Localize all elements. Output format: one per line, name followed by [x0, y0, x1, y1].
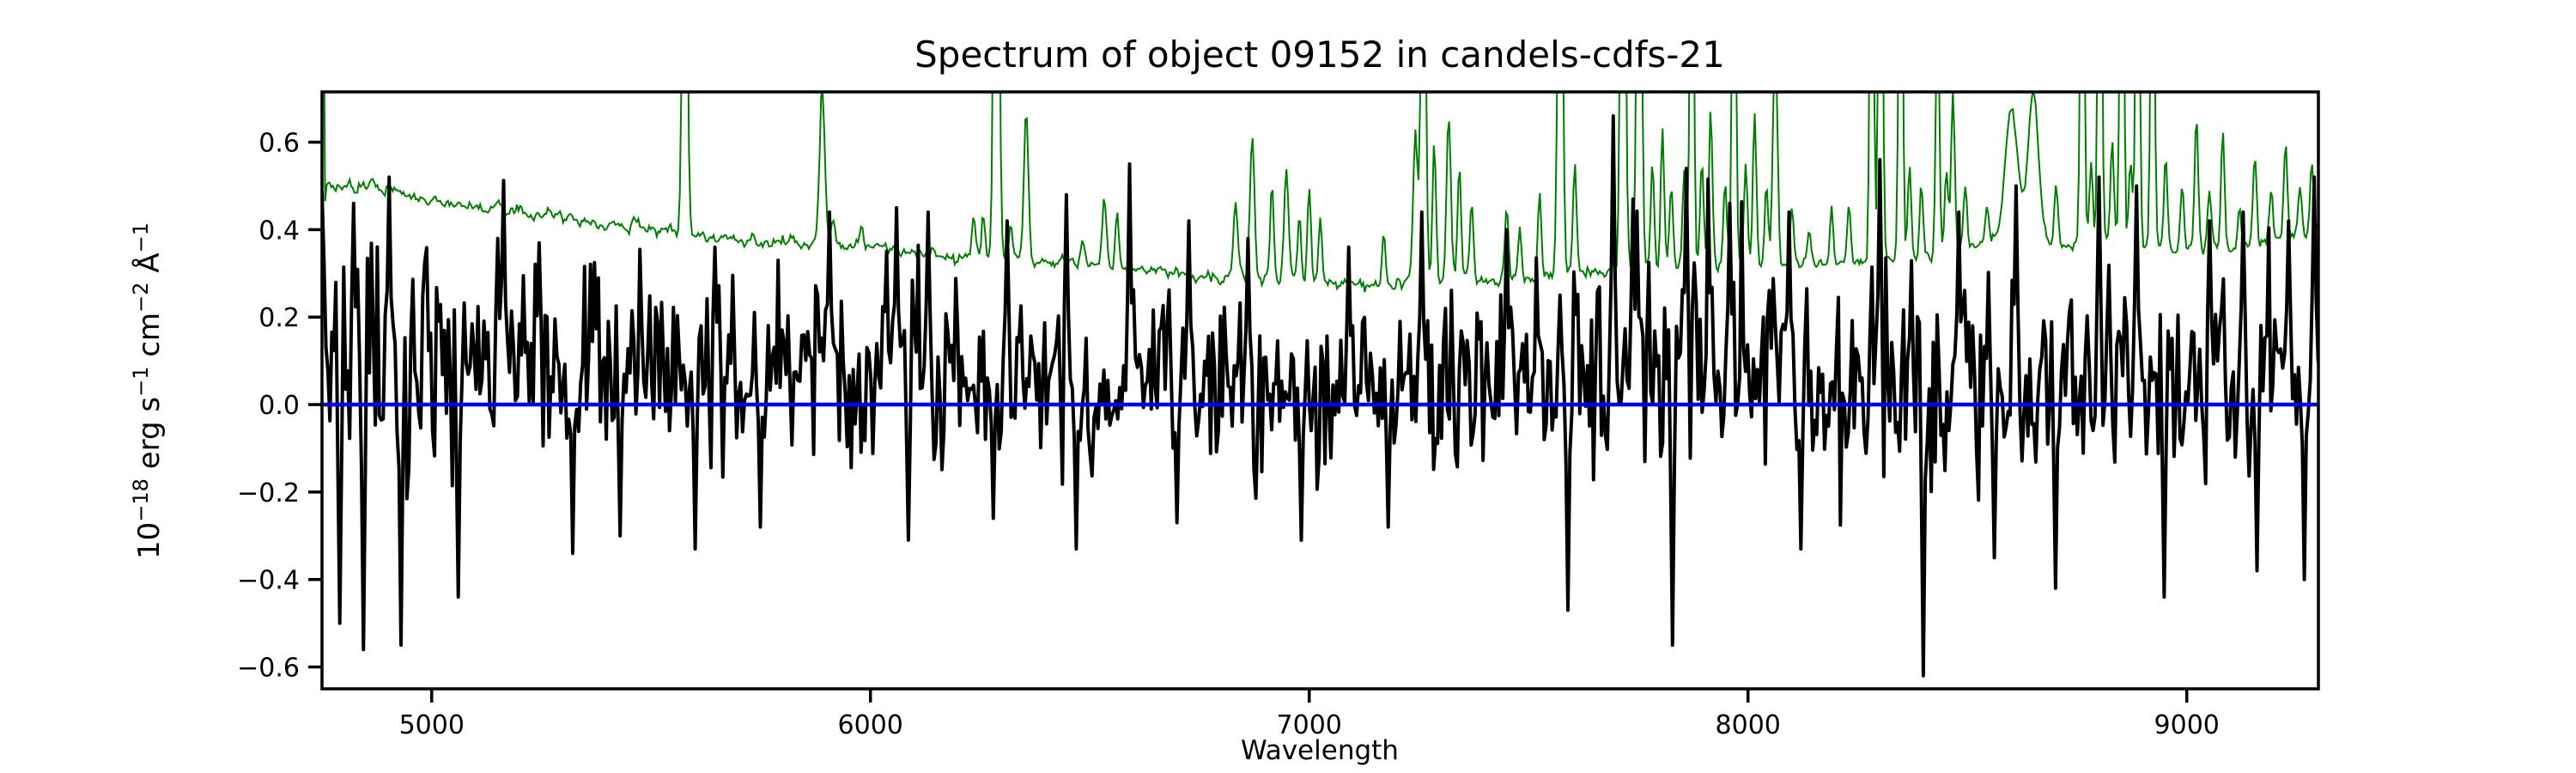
x-tick-label: 6000: [838, 710, 903, 740]
y-tick-label: 0.0: [258, 391, 300, 421]
y-label-base: 10: [132, 522, 167, 559]
plot-title: Spectrum of object 09152 in candels-cdfs…: [914, 33, 1725, 76]
y-tick-label: 0.4: [258, 216, 300, 246]
y-label-base: cm: [132, 313, 167, 367]
y-label-sup: −1: [129, 222, 153, 253]
y-label-sup: −18: [129, 478, 153, 522]
noise-spectrum-line: [323, 92, 2318, 293]
y-label-base: Å: [131, 253, 167, 282]
y-tick-label: −0.4: [237, 566, 300, 596]
x-tick-label: 9000: [2154, 710, 2220, 740]
x-tick-label: 7000: [1277, 710, 1342, 740]
x-axis-ticks: 5000 6000 7000 8000 9000: [399, 689, 2220, 740]
x-tick-label: 8000: [1716, 710, 1781, 740]
axes-frame: [320, 90, 2320, 691]
y-label-sup: −1: [129, 366, 153, 396]
flux-spectrum-line: [322, 114, 2318, 678]
y-tick-label: −0.2: [237, 478, 300, 508]
x-tick-label: 5000: [399, 710, 465, 740]
y-tick-label: −0.6: [237, 654, 300, 684]
y-tick-label: 0.6: [258, 129, 300, 159]
y-label-sup: −2: [129, 282, 153, 312]
y-axis-ticks: 0.6 0.4 0.2 0.0 −0.2 −0.4 −0.6: [237, 129, 322, 684]
y-axis-label: 10−18 erg s−1 cm−2 Å−1: [129, 222, 167, 559]
x-axis-label: Wavelength: [1241, 735, 1399, 766]
y-label-base: erg s: [132, 397, 167, 478]
y-tick-label: 0.2: [258, 303, 300, 333]
